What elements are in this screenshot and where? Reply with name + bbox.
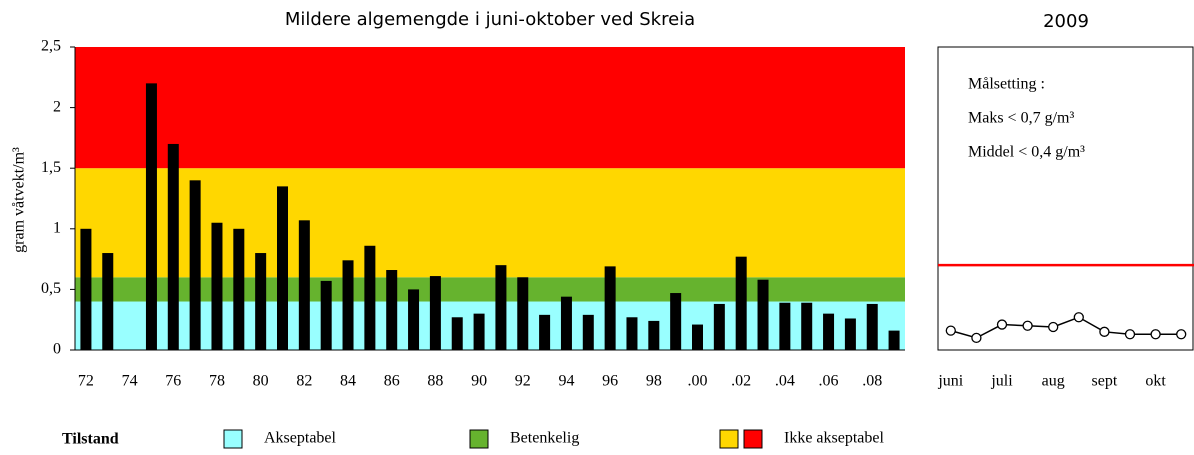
legend-swatch [719,429,739,449]
line [950,316,1182,339]
x-tick-label: .08 [862,373,882,390]
bar [517,277,529,350]
bar [167,143,179,350]
point [1176,329,1187,340]
bar [189,180,201,350]
bar [757,279,769,350]
point [971,332,982,344]
point [1073,312,1084,323]
annotation: Målsetting : [968,76,1045,93]
bar [364,245,376,350]
annotation: Middel < 0,4 g/m³ [968,144,1085,161]
bar [408,289,420,350]
bar [735,256,747,350]
legend-label: Betenkelig [510,430,579,447]
panel-frame [937,46,1194,351]
legend-title: Tilstand [62,431,119,448]
bar [386,270,398,350]
x-tick-label: aug [1042,373,1065,390]
x-tick-label: okt [1145,373,1166,390]
bar [320,280,332,350]
x-tick-label: juni [937,373,963,390]
bar [211,222,223,350]
bar [473,313,485,350]
x-tick-label: 88 [427,373,443,390]
y-tick-label: 1,5 [41,159,61,176]
bar [539,314,551,350]
bar [648,320,660,350]
x-tick-label: 90 [471,373,487,390]
y-axis-label: gram våtvekt/m³ [11,147,28,253]
panel-title: 2009 [1043,11,1089,32]
x-tick-label: 80 [253,373,269,390]
legend-swatch [223,429,243,449]
x-tick-label: 94 [558,373,574,390]
x-tick-label: 82 [296,373,312,390]
x-tick-label: 86 [384,373,400,390]
bar [342,260,354,350]
bar [495,265,507,350]
x-tick-label: juli [990,373,1013,390]
bar [582,314,594,350]
x-tick-label: 92 [515,373,531,390]
bar [844,318,856,350]
point [1150,329,1161,340]
annotation: Maks < 0,7 g/m³ [968,110,1074,127]
bar [670,293,682,350]
legend-swatch [469,429,489,449]
x-tick-label: 74 [122,373,138,390]
bar [866,303,878,350]
bar [298,220,310,350]
y-tick-label: 0,5 [41,280,61,297]
bar [779,302,791,350]
x-tick-label: .00 [688,373,708,390]
x-tick-label: 96 [602,373,618,390]
x-tick-label: .02 [731,373,751,390]
bar [255,253,267,350]
bar [692,324,703,350]
bar [429,276,441,350]
bar [80,228,92,350]
y-tick-label: 2 [53,98,61,115]
x-tick-label: 72 [78,373,94,390]
x-tick-label: .04 [775,373,795,390]
bar [277,186,288,350]
point [945,325,956,336]
legend-label: Akseptabel [264,430,337,447]
x-tick-label: 98 [646,373,662,390]
y-tick-label: 2,5 [41,38,61,55]
bar [560,296,572,350]
bar [233,228,245,350]
bar [604,266,616,350]
zone [75,47,905,169]
bar [823,313,835,350]
y-tick-label: 1 [53,219,61,236]
bar [801,302,813,350]
bar [626,317,638,350]
bar [451,317,463,350]
x-tick-label: 84 [340,373,356,390]
x-tick-label: sept [1092,373,1118,390]
x-tick-label: .06 [819,373,839,390]
point [1022,320,1033,331]
legend-label: Ikke akseptabel [784,430,885,447]
point [996,319,1008,330]
point [1099,326,1110,337]
bar [145,83,157,351]
legend-swatch [743,429,763,449]
bar [102,253,114,350]
bar [713,303,725,350]
point [1124,329,1136,340]
y-tick-label: 0 [53,341,61,358]
chart-title: Mildere algemengde i juni-oktober ved Sk… [285,9,695,30]
x-tick-label: 78 [209,373,225,390]
point [1048,321,1059,333]
x-tick-label: 76 [165,373,181,390]
bar [888,330,900,350]
